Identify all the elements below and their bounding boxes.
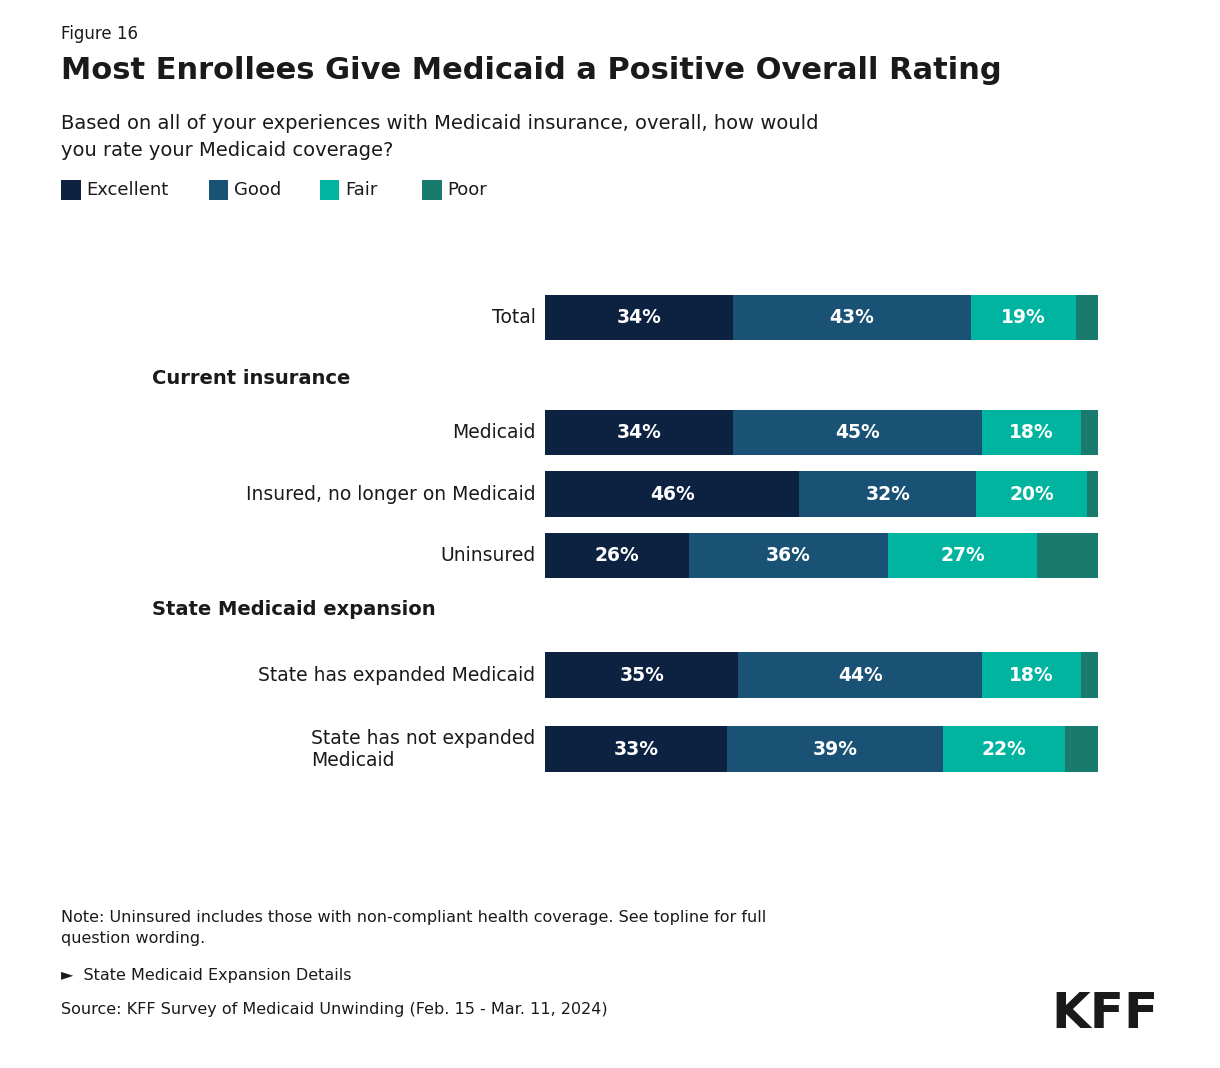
Text: ►  State Medicaid Expansion Details: ► State Medicaid Expansion Details [61,968,351,983]
Text: State has not expanded
Medicaid: State has not expanded Medicaid [311,728,536,770]
Bar [545,295,733,340]
Text: 20%: 20% [1009,485,1054,504]
Bar [982,410,1081,455]
Bar [545,726,727,772]
Bar [1081,410,1098,455]
Bar [545,471,799,517]
Text: 45%: 45% [834,423,880,442]
Bar [1081,653,1098,697]
Text: 22%: 22% [982,739,1026,758]
Bar [1065,726,1098,772]
Text: Current insurance: Current insurance [152,370,351,389]
Bar [888,533,1037,579]
Bar [733,410,982,455]
Bar [1087,471,1098,517]
Text: 43%: 43% [830,308,875,327]
Bar [727,726,943,772]
Bar [976,471,1087,517]
Text: Note: Uninsured includes those with non-compliant health coverage. See topline f: Note: Uninsured includes those with non-… [61,910,766,946]
Text: 18%: 18% [1009,423,1054,442]
Bar [1037,533,1098,579]
Text: Good: Good [234,182,282,199]
Text: Source: KFF Survey of Medicaid Unwinding (Feb. 15 - Mar. 11, 2024): Source: KFF Survey of Medicaid Unwinding… [61,1002,608,1017]
Text: 36%: 36% [766,547,811,565]
Text: Based on all of your experiences with Medicaid insurance, overall, how would
you: Based on all of your experiences with Me… [61,114,819,160]
Text: 46%: 46% [650,485,694,504]
Text: Medicaid: Medicaid [451,423,536,442]
Text: Insured, no longer on Medicaid: Insured, no longer on Medicaid [245,485,536,504]
Text: Uninsured: Uninsured [440,547,536,565]
Text: 33%: 33% [614,739,659,758]
Text: Fair: Fair [345,182,378,199]
Text: 26%: 26% [594,547,639,565]
Text: Excellent: Excellent [87,182,168,199]
Text: Poor: Poor [448,182,488,199]
Text: 19%: 19% [1000,308,1046,327]
Bar [545,410,733,455]
Bar [545,533,689,579]
Text: 35%: 35% [620,665,664,685]
Text: State Medicaid expansion: State Medicaid expansion [152,600,436,618]
Bar [971,295,1076,340]
Text: Most Enrollees Give Medicaid a Positive Overall Rating: Most Enrollees Give Medicaid a Positive … [61,56,1002,84]
Text: Total: Total [492,308,536,327]
Text: 27%: 27% [941,547,985,565]
Text: 18%: 18% [1009,665,1054,685]
Bar [738,653,982,697]
Bar [1076,295,1098,340]
Text: 32%: 32% [865,485,910,504]
Text: 39%: 39% [813,739,858,758]
Bar [943,726,1065,772]
Bar [799,471,976,517]
Bar [545,653,738,697]
Bar [982,653,1081,697]
Bar [689,533,888,579]
Text: 34%: 34% [616,308,661,327]
Text: 44%: 44% [838,665,882,685]
Text: State has expanded Medicaid: State has expanded Medicaid [259,665,536,685]
Text: 34%: 34% [616,423,661,442]
Text: KFF: KFF [1052,990,1159,1038]
Bar [733,295,971,340]
Text: Figure 16: Figure 16 [61,25,138,43]
